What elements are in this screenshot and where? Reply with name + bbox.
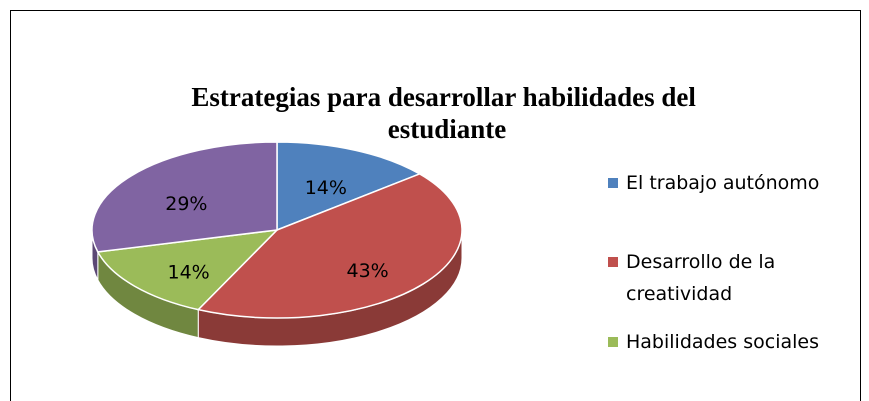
legend-item: Desarrollo de la creatividad	[606, 246, 866, 310]
title-line: estudiante	[388, 114, 507, 144]
legend-item: El trabajo autónomo	[606, 167, 866, 199]
title-line: Estrategias para desarrollar habilidades…	[191, 82, 696, 112]
legend-item: Habilidades sociales	[606, 326, 866, 358]
legend-swatch	[608, 178, 618, 188]
legend-label: El trabajo autónomo	[626, 172, 820, 194]
legend-label: Habilidades sociales	[626, 331, 819, 353]
pie-slice	[196, 173, 463, 319]
pie-slice	[276, 141, 422, 232]
data-label: 29%	[165, 193, 207, 215]
legend-swatch	[608, 337, 618, 347]
data-label: 43%	[347, 260, 389, 282]
legend-swatch	[608, 257, 618, 267]
legend-label: Desarrollo de la creatividad	[626, 251, 776, 305]
data-label: 14%	[305, 177, 347, 199]
data-label: 14%	[168, 261, 210, 283]
pie-slice	[91, 141, 278, 253]
pie-slice	[96, 228, 280, 311]
frame	[10, 10, 861, 401]
pie: 14% 43% 14% 29%	[91, 141, 463, 347]
chart-title: Estrategias para desarrollar habilidades…	[191, 82, 702, 144]
